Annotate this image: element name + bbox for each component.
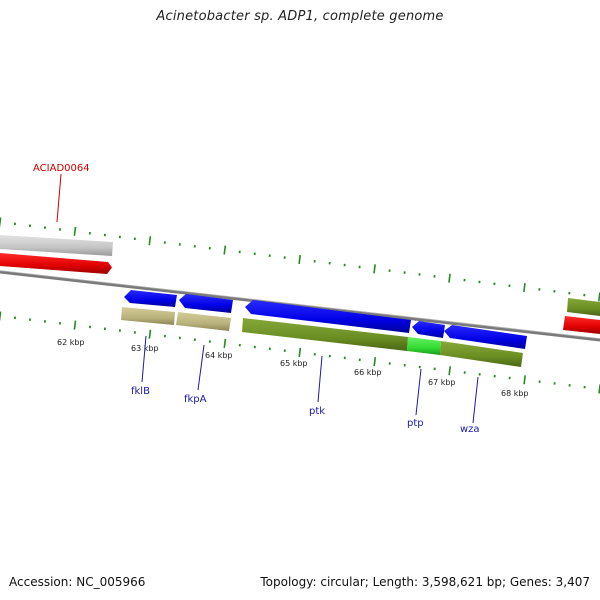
- category-bar-fkpa[interactable]: [176, 312, 231, 331]
- upper-scale-track: [0, 217, 600, 302]
- category-bar-fklb[interactable]: [121, 307, 175, 325]
- lower-scale-major-tick: [73, 320, 77, 330]
- gene-arrow-fklb[interactable]: [124, 290, 177, 307]
- scale-label-66kbp: 66 kbp: [354, 368, 382, 377]
- gene-label-aciad0064[interactable]: ACIAD0064: [33, 163, 90, 174]
- upper-scale-major-tick: [523, 282, 526, 293]
- leader-line-aciad0064: [56, 173, 62, 223]
- category-bar-ptp[interactable]: [407, 337, 441, 355]
- upper-scale-major-tick: [73, 226, 77, 236]
- gene-label-leaders: [56, 173, 479, 424]
- gene-feature-aciad0064[interactable]: [0, 253, 112, 274]
- leader-line-fklb: [141, 335, 147, 383]
- leader-line-fkpa: [197, 344, 205, 391]
- genome-summary-text: Topology: circular; Length: 3,598,621 bp…: [260, 575, 590, 589]
- scale-label-68kbp: 68 kbp: [501, 389, 529, 398]
- lower-scale-major-tick: [298, 347, 302, 358]
- scale-label-67kbp: 67 kbp: [428, 378, 456, 387]
- gene-label-ptp[interactable]: ptp: [407, 418, 424, 429]
- lower-scale-major-tick: [373, 357, 377, 367]
- category-bar-ptk[interactable]: [242, 318, 408, 351]
- gene-arrow-ptp[interactable]: [412, 321, 445, 338]
- lower-scale-major-tick: [148, 329, 152, 339]
- leader-line-wza: [472, 376, 479, 424]
- accession-text: Accession: NC_005966: [9, 575, 146, 589]
- gene-arrow-fkpa[interactable]: [179, 294, 233, 313]
- leader-line-ptp: [415, 368, 422, 416]
- gene-label-ptk[interactable]: ptk: [309, 406, 325, 417]
- upper-scale-major-tick: [223, 245, 227, 255]
- upper-scale-major-tick: [0, 217, 2, 227]
- lower-scale-major-tick: [0, 311, 2, 321]
- upper-scale-major-tick: [298, 254, 302, 265]
- lower-scale-major-tick: [448, 366, 452, 376]
- genome-backbone-highlight: [0, 270, 600, 339]
- lower-scale-major-tick: [523, 375, 526, 385]
- gene-feature-right-red[interactable]: [563, 316, 600, 334]
- lower-scale-track: [0, 311, 600, 394]
- scale-label-64kbp: 64 kbp: [205, 351, 233, 360]
- gene-feature-grey[interactable]: [0, 235, 113, 256]
- gene-arrow-ptk[interactable]: [245, 300, 411, 333]
- leader-line-ptk: [317, 355, 323, 403]
- gene-label-fkpa[interactable]: fkpA: [184, 394, 207, 405]
- upper-scale-major-tick: [373, 264, 376, 274]
- gene-feature-right-olive[interactable]: [567, 298, 600, 316]
- category-bar-wza[interactable]: [440, 341, 523, 367]
- gene-labels: ACIAD0064 fklB fkpA ptk ptp wza: [33, 163, 480, 435]
- genome-title: Acinetobacter sp. ADP1, complete genome: [156, 9, 444, 24]
- gene-arrow-wza[interactable]: [444, 325, 527, 349]
- scale-label-62kbp: 62 kbp: [57, 338, 85, 347]
- upper-scale-major-tick: [148, 236, 152, 246]
- scale-label-65kbp: 65 kbp: [280, 359, 308, 368]
- gene-label-wza[interactable]: wza: [460, 424, 480, 435]
- upper-scale-major-tick: [448, 273, 451, 283]
- gene-label-fklb[interactable]: fklB: [131, 386, 150, 397]
- lower-scale-major-tick: [223, 338, 227, 348]
